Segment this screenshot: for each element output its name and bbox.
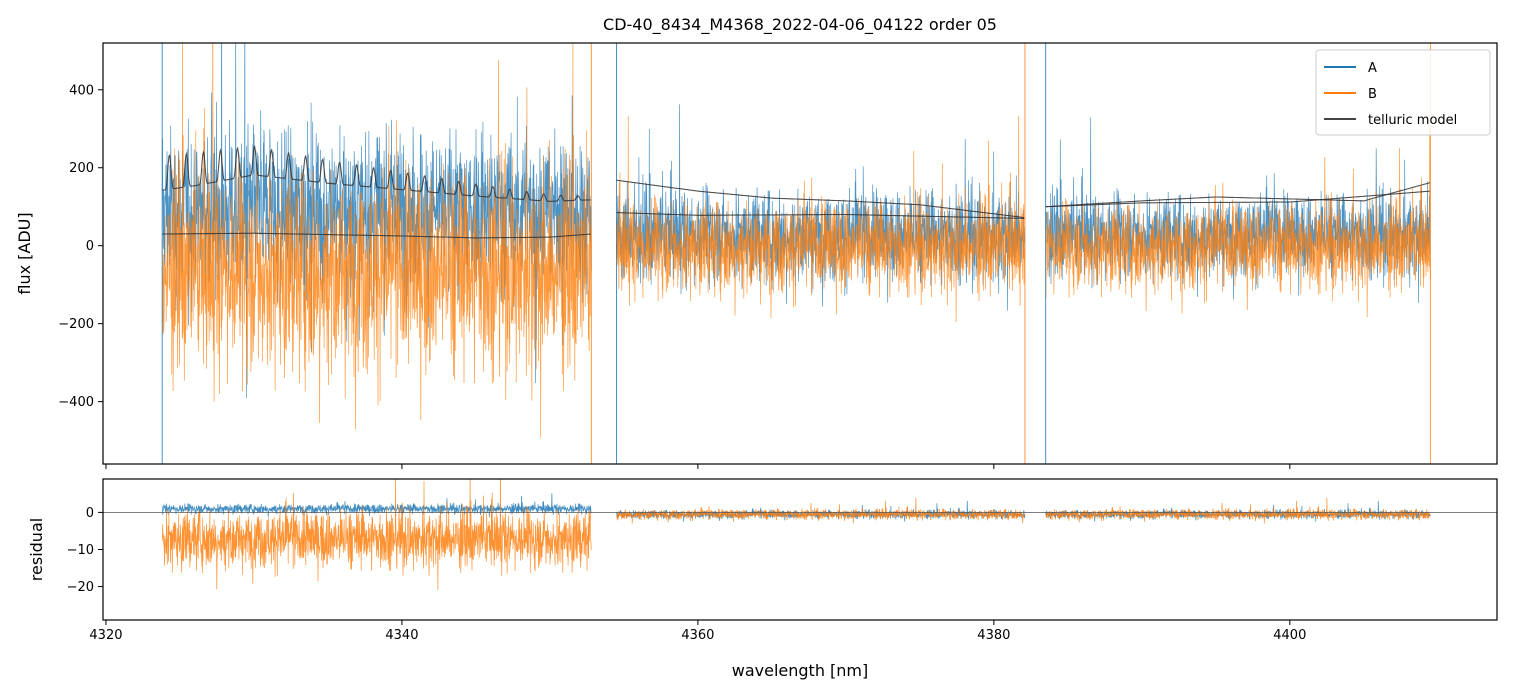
y-tick-label: 200 — [69, 161, 94, 176]
y-tick-label: −10 — [67, 543, 94, 558]
x-tick-label: 4400 — [1273, 628, 1306, 643]
telluric-model-upper — [162, 145, 1430, 219]
residual-axis-label: residual — [27, 518, 46, 581]
residual-panel-frame — [102, 478, 1498, 621]
flux-data — [161, 43, 1431, 464]
y-tick-label: 0 — [86, 506, 94, 521]
residual-ticks: 0 −10 −20 4320 4340 4360 4380 4400 — [67, 506, 1307, 643]
legend-label: telluric model — [1368, 113, 1457, 128]
flux-axis-label: flux [ADU] — [15, 212, 34, 294]
y-tick-label: 400 — [69, 83, 94, 98]
x-tick-label: 4320 — [89, 628, 122, 643]
y-tick-label: 0 — [86, 239, 94, 254]
series-b-flux — [161, 43, 1431, 438]
legend-box — [1315, 49, 1491, 136]
legend-label: A — [1368, 61, 1377, 76]
flux-panel-frame — [102, 42, 1498, 465]
x-tick-label: 4360 — [681, 628, 714, 643]
x-tick-label: 4380 — [977, 628, 1010, 643]
series-b-residual — [161, 479, 1431, 590]
wavelength-axis-label: wavelength [nm] — [732, 661, 869, 680]
chart-title: CD-40_8434_M4368_2022-04-06_04122 order … — [603, 15, 997, 35]
residual-data — [103, 479, 1497, 590]
y-tick-label: −200 — [58, 317, 94, 332]
legend-label: B — [1368, 87, 1377, 102]
y-tick-label: −400 — [58, 395, 94, 410]
y-tick-label: −20 — [67, 580, 94, 595]
residual-panel: 0 −10 −20 4320 4340 4360 4380 4400 residual wav… — [27, 478, 1498, 680]
x-tick-label: 4340 — [385, 628, 418, 643]
flux-ticks: 400 200 0 −200 −400 — [58, 83, 1291, 469]
telluric-model-lower — [162, 190, 1430, 239]
